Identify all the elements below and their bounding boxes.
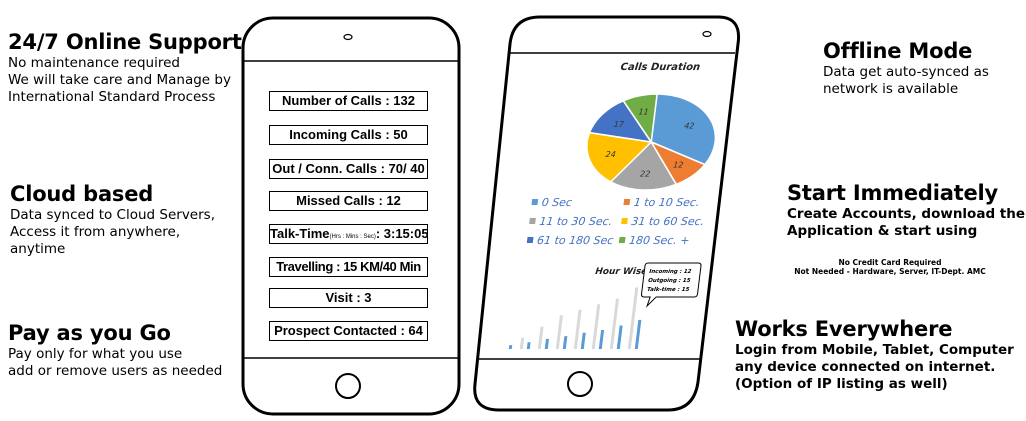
legend-swatch — [531, 199, 539, 205]
feature-line: (Option of IP listing as well) — [735, 376, 948, 392]
pie-slice — [586, 131, 653, 183]
feature-line: We will take care and Manage by — [8, 72, 231, 88]
stat-out-conn-calls: Out / Conn. Calls : 70/ 40 — [269, 159, 428, 179]
speaker-icon — [702, 30, 712, 38]
hour-wise-title: Hour Wise — [595, 267, 648, 277]
hour-bar — [616, 325, 623, 349]
calls-duration-title: Calls Duration — [620, 62, 701, 73]
legend-swatch — [621, 218, 628, 224]
speaker-icon — [343, 33, 353, 41]
legend-label: 61 to 180 Sec — [536, 234, 614, 247]
feature-title: Offline Mode — [823, 39, 973, 63]
hour-bar — [519, 337, 525, 349]
feature-line: Login from Mobile, Tablet, Computer — [735, 342, 1014, 358]
stat-talk-time: Talk-Time(Hrs : Mins : Sec): 3:15:05 — [269, 224, 428, 244]
talk-time-label: Talk-Time — [270, 226, 330, 241]
legend-label: 11 to 30 Sec. — [539, 215, 613, 228]
annotation-talk-time: Talk-time : 15 — [647, 287, 690, 293]
feature-line: Data get auto-synced as — [823, 64, 989, 80]
left-phone — [241, 16, 461, 416]
pie-slice-label: 42 — [684, 122, 695, 131]
feature-line: add or remove users as needed — [8, 363, 223, 379]
legend-swatch — [623, 199, 631, 205]
hour-bar — [537, 326, 544, 350]
feature-line: network is available — [823, 81, 959, 97]
pie-slice-label: 11 — [638, 108, 649, 117]
feature-offline-mode: Offline Mode Data get auto-synced as net… — [823, 38, 989, 98]
pie-slice-label: 12 — [673, 160, 684, 169]
annotation-incoming: Incoming : 12 — [649, 269, 692, 275]
legend-label: 1 to 10 Sec. — [633, 196, 700, 209]
feature-line: Access it from anywhere, — [10, 224, 181, 240]
hour-bar — [627, 287, 639, 349]
stat-travelling: Travelling : 15 KM/40 Min — [269, 257, 428, 277]
feature-start-immediately: Start Immediately Create Accounts, downl… — [787, 180, 1025, 240]
annotation-outgoing: Outgoing : 15 — [648, 278, 691, 284]
feature-line: Application & start using — [787, 223, 978, 239]
feature-cloud-based: Cloud based Data synced to Cloud Servers… — [10, 181, 215, 258]
legend-label: 180 Sec. + — [628, 234, 690, 247]
stat-missed-calls: Missed Calls : 12 — [269, 191, 428, 211]
feature-line: Create Accounts, download the — [787, 206, 1026, 222]
feature-online-support: 24/7 Online Support No maintenance requi… — [8, 29, 242, 106]
feature-line: Pay only for what you use — [8, 346, 183, 362]
home-button-icon — [567, 371, 593, 397]
feature-title: Works Everywhere — [735, 317, 953, 341]
note-line: No Credit Card Required — [838, 258, 942, 267]
hour-bar — [598, 330, 605, 349]
pie-slice — [588, 99, 653, 144]
feature-line: Data synced to Cloud Servers, — [10, 207, 215, 223]
hour-bar — [508, 345, 513, 350]
feature-line: No maintenance required — [8, 55, 180, 71]
pie-slice-label: 22 — [640, 170, 651, 179]
hour-bar — [526, 342, 531, 349]
hour-bar — [580, 332, 586, 349]
talk-time-value: : 3:15:05 — [375, 226, 428, 241]
stat-number-of-calls: Number of Calls : 132 — [269, 91, 428, 111]
stat-prospect-contacted: Prospect Contacted : 64 — [269, 321, 428, 341]
stat-visit: Visit : 3 — [269, 288, 428, 308]
hour-bar — [562, 336, 568, 350]
feature-pay-as-you-go: Pay as you Go Pay only for what you use … — [8, 320, 222, 380]
annotation-callout — [640, 262, 702, 308]
pie-slice — [650, 93, 717, 166]
feature-works-everywhere: Works Everywhere Login from Mobile, Tabl… — [735, 316, 1014, 393]
feature-line: anytime — [10, 241, 66, 257]
legend-swatch — [618, 237, 626, 243]
hour-bar — [591, 304, 601, 349]
app-screen: Calls Duration 42 12 22 24 17 11 0 Sec 1 to 10… — [479, 54, 740, 354]
legend-swatch — [529, 218, 536, 224]
calls-duration-chart: Calls Duration 42 12 22 24 17 11 0 Sec 1 to 10… — [508, 62, 717, 350]
legend-swatch — [526, 237, 534, 243]
pie-slice — [609, 140, 678, 191]
legend-label: 31 to 60 Sec. — [631, 215, 705, 228]
feature-line: International Standard Process — [8, 89, 216, 105]
pie-slice — [622, 93, 658, 145]
hour-bar — [573, 309, 582, 350]
hour-bar — [609, 298, 619, 350]
stat-incoming-calls: Incoming Calls : 50 — [269, 125, 428, 145]
feature-title: Cloud based — [10, 182, 154, 206]
hour-bar — [544, 338, 550, 349]
note-line: Not Needed - Hardware, Server, IT-Dept. … — [794, 267, 986, 276]
pie-slice-label: 17 — [613, 120, 625, 129]
feature-title: Pay as you Go — [8, 321, 171, 345]
feature-title: Start Immediately — [787, 181, 999, 205]
feature-line: any device connected on internet. — [735, 359, 996, 375]
legend-label: 0 Sec — [541, 196, 573, 209]
talk-time-unit: (Hrs : Mins : Sec) — [329, 234, 376, 240]
home-button-icon — [335, 373, 361, 399]
note-no-credit-card: No Credit Card Required Not Needed - Har… — [785, 258, 995, 276]
hour-bar — [555, 315, 563, 349]
pie-slice-label: 24 — [605, 150, 616, 159]
hour-bar — [634, 319, 642, 349]
feature-title: 24/7 Online Support — [8, 30, 242, 54]
